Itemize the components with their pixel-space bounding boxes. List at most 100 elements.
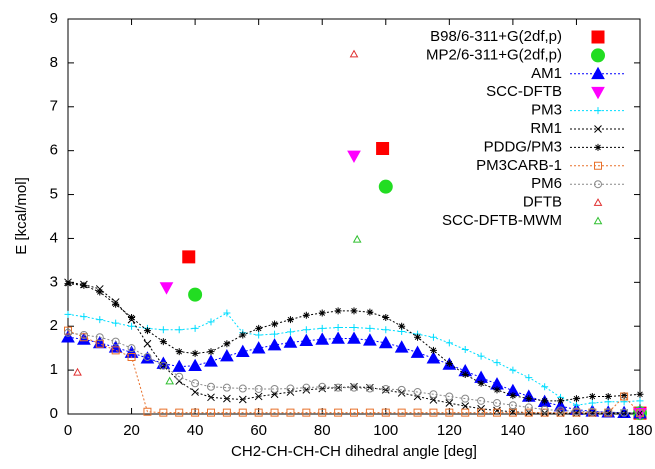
marker [350,307,358,315]
marker [175,408,184,417]
marker [64,280,72,288]
marker [143,407,152,416]
marker [556,406,565,415]
marker [270,384,279,393]
marker [239,331,247,339]
marker [509,392,517,400]
marker [191,388,199,396]
legend-marker [593,198,603,206]
marker [461,345,469,353]
marker [172,359,187,372]
marker [80,313,88,321]
marker [318,324,326,332]
marker [585,404,600,417]
y-tick-label: 8 [50,54,58,71]
marker [207,318,215,326]
marker [347,150,361,163]
marker [251,341,266,354]
marker [381,408,390,417]
series-line [67,336,641,414]
marker [397,385,406,394]
marker [204,354,218,367]
marker [635,409,645,418]
marker [127,352,136,361]
legend-label: SCC-DFTB [486,83,562,100]
marker [445,399,454,407]
marker [223,394,231,403]
marker [492,399,502,408]
marker [235,344,250,357]
marker [302,408,311,417]
marker [366,308,374,316]
marker [541,383,549,391]
marker [350,408,358,417]
marker [572,409,581,417]
marker [112,319,120,327]
marker [159,408,168,417]
marker [96,288,104,296]
marker [445,339,453,347]
marker [302,326,310,334]
marker [175,326,183,334]
legend-marker [591,66,605,80]
x-tick-label: 120 [437,422,462,439]
marker [254,392,263,401]
marker [540,408,549,417]
marker [112,300,120,308]
marker [175,372,184,381]
marker [207,393,215,402]
marker [477,379,485,387]
marker [159,338,167,346]
plot-frame [67,18,641,415]
marker [378,335,393,349]
x-tick-label: 140 [500,422,525,439]
marker [394,340,409,353]
marker [493,386,501,394]
marker [270,408,279,417]
marker [366,324,374,332]
marker [318,382,327,391]
marker [254,408,263,417]
marker [254,384,263,393]
marker [509,366,517,374]
legend-label: PM6 [531,175,562,192]
marker [79,333,88,342]
marker [302,383,311,392]
marker [191,379,200,388]
marker [79,331,88,339]
marker [238,384,247,393]
marker [334,307,342,315]
marker [445,408,454,417]
marker [143,327,151,335]
series-line [67,332,641,414]
marker [413,408,422,417]
marker [540,405,549,414]
marker [347,331,361,344]
y-tick-label: 0 [50,405,58,422]
marker [410,345,425,358]
marker [206,382,216,391]
marker [429,390,438,399]
marker [128,313,136,321]
marker [283,335,298,348]
marker [525,395,533,403]
marker [352,234,362,243]
marker [508,408,517,417]
legend-marker [591,30,605,44]
marker [191,408,200,417]
marker [95,333,104,342]
marker [541,397,549,405]
marker [445,360,453,368]
marker [143,339,152,348]
marker [175,348,183,356]
marker [636,390,644,398]
legend-marker [593,216,603,225]
marker [334,408,343,417]
marker [188,358,202,372]
legend-label: PM3 [531,102,562,119]
y-tick-label: 3 [50,273,58,290]
marker [378,179,393,194]
marker [318,384,327,393]
y-tick-label: 7 [50,98,58,115]
marker [429,408,438,417]
